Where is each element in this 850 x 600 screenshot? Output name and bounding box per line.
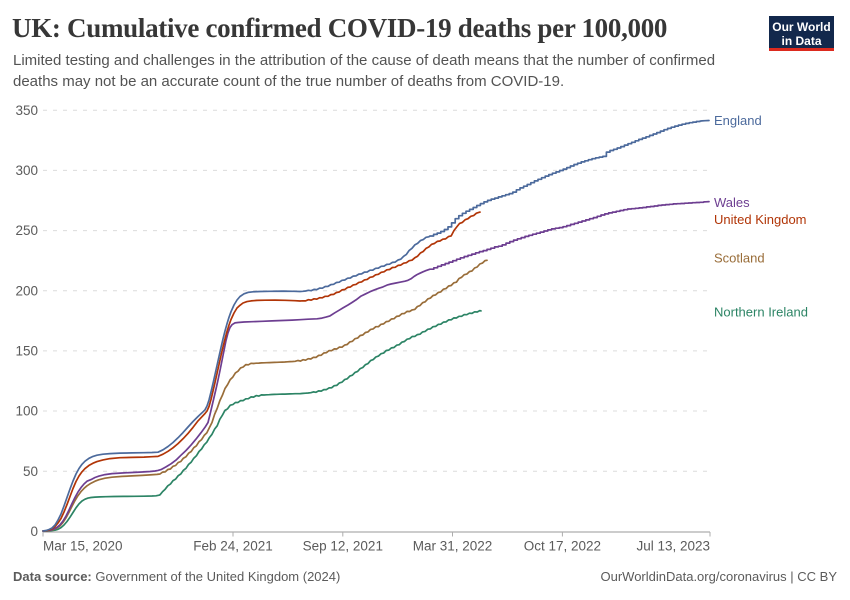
svg-text:100: 100 [15,404,38,419]
svg-text:200: 200 [15,283,38,298]
svg-text:350: 350 [15,103,38,118]
svg-text:United Kingdom: United Kingdom [714,212,807,227]
svg-text:Mar 15, 2020: Mar 15, 2020 [43,539,123,554]
svg-text:Wales: Wales [714,195,750,210]
svg-text:Northern Ireland: Northern Ireland [714,305,808,320]
svg-text:150: 150 [15,344,38,359]
svg-text:England: England [714,113,762,128]
svg-text:300: 300 [15,163,38,178]
svg-text:Scotland: Scotland [714,250,765,265]
svg-text:50: 50 [23,464,38,479]
svg-text:250: 250 [15,223,38,238]
svg-text:Oct 17, 2022: Oct 17, 2022 [524,539,601,554]
svg-text:Mar 31, 2022: Mar 31, 2022 [413,539,493,554]
svg-text:0: 0 [30,524,38,539]
svg-text:Jul 13, 2023: Jul 13, 2023 [636,539,710,554]
svg-text:Sep 12, 2021: Sep 12, 2021 [303,539,383,554]
svg-text:Feb 24, 2021: Feb 24, 2021 [193,539,273,554]
